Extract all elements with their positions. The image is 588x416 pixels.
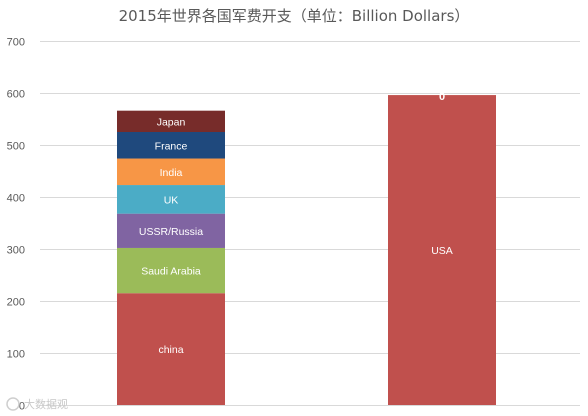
bar-segment: [117, 213, 225, 248]
bar-segment-label: Saudi Arabia: [141, 266, 201, 278]
bar-top-label: 0: [439, 91, 445, 103]
y-tick-label: 200: [7, 297, 25, 309]
bar-column: USA 0: [388, 91, 496, 405]
bar-segment: [117, 110, 225, 132]
bar-segment-label: India: [160, 167, 183, 179]
bar-segment-label: USA: [431, 245, 453, 257]
bar-segment: [117, 247, 225, 294]
y-tick-label: 600: [7, 89, 25, 101]
bar-segment: [117, 293, 225, 405]
y-tick-label: 700: [7, 37, 25, 49]
bar-segment: [117, 132, 225, 159]
y-tick-label: 500: [7, 141, 25, 153]
y-tick-label: 400: [7, 193, 25, 205]
bar-segment-label: France: [155, 140, 188, 152]
y-tick-label: 0: [19, 401, 25, 413]
bar-segment-label: UK: [164, 194, 179, 206]
bar-segment: [117, 185, 225, 214]
watermark-logo-icon: [6, 397, 20, 411]
bar-segment-label: china: [158, 344, 183, 356]
bar-segment-label: USSR/Russia: [139, 226, 203, 238]
bar-segment-label: Japan: [157, 116, 186, 128]
bar-segment: [117, 158, 225, 186]
chart-title: 2015年世界各国军费开支（单位：Billion Dollars）: [119, 7, 470, 25]
y-axis-ticks: 0 100 200 300 400 500 600 700: [7, 37, 25, 413]
bars: china Saudi Arabia USSR/Russia UK India Franc…: [117, 91, 496, 405]
y-tick-label: 100: [7, 349, 25, 361]
watermark: 大数据观: [6, 397, 68, 411]
bar-segment: [388, 95, 496, 405]
bar-column: china Saudi Arabia USSR/Russia UK India Franc…: [117, 110, 225, 405]
watermark-text: 大数据观: [24, 397, 68, 411]
y-tick-label: 300: [7, 245, 25, 257]
